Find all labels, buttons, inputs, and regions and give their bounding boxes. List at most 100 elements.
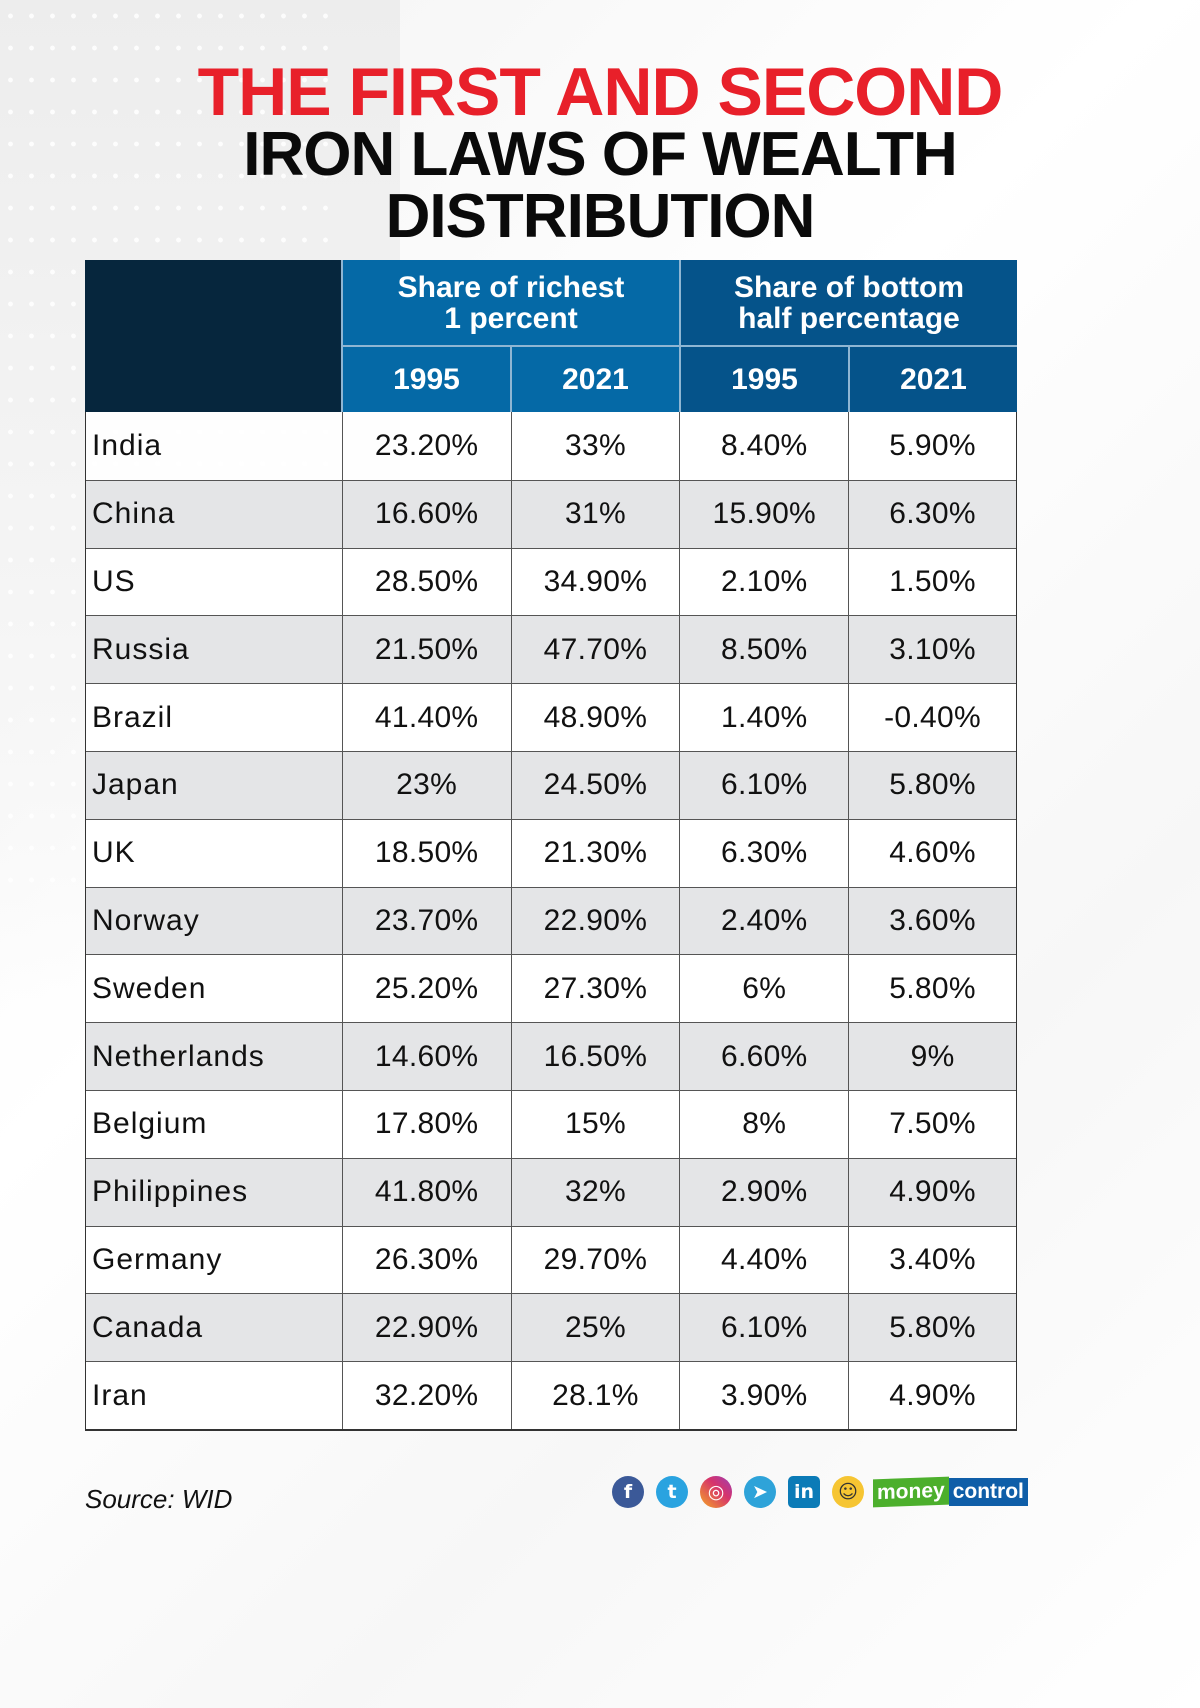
title-line-1: THE FIRST AND SECOND [197, 54, 1004, 130]
country-cell: UK [92, 836, 136, 870]
value-cell: 33% [510, 412, 680, 480]
table-row: US 28.50% 34.90% 2.10% 1.50% [86, 547, 1016, 616]
value-cell: 6.60% [679, 1023, 848, 1090]
value-cell: 8.40% [679, 412, 848, 480]
value-cell: 7.50% [848, 1090, 1016, 1158]
value-cell: 6% [679, 955, 848, 1023]
value-cell: -0.40% [848, 684, 1016, 751]
country-cell: Brazil [92, 700, 174, 734]
country-cell: Germany [92, 1242, 223, 1276]
country-cell: Belgium [92, 1107, 208, 1141]
value-cell: 2.10% [679, 548, 848, 616]
table-row: Philippines 41.80% 32% 2.90% 4.90% [86, 1157, 1016, 1226]
value-cell: 28.50% [341, 548, 511, 616]
value-cell: 22.90% [341, 1294, 511, 1362]
value-cell: 2.40% [679, 887, 848, 955]
header-group-line: half percentage [738, 301, 960, 335]
table-row: Japan 23% 24.50% 6.10% 5.80% [86, 750, 1016, 819]
value-cell: 15.90% [679, 480, 848, 548]
country-cell: Japan [92, 768, 179, 802]
moneycontrol-logo[interactable]: money control [873, 1476, 1028, 1508]
table-body: India 23.20% 33% 8.40% 5.90% China 16.60% 31% 15… [85, 412, 1017, 1431]
value-cell: 4.40% [679, 1226, 848, 1294]
value-cell: 14.60% [341, 1023, 511, 1090]
header-year-bottom-1995: 1995 [679, 345, 848, 412]
value-cell: 32% [510, 1158, 680, 1226]
value-cell: 6.10% [679, 1294, 848, 1362]
table-row: Belgium 17.80% 15% 8% 7.50% [86, 1089, 1016, 1158]
instagram-icon[interactable]: ◎ [700, 1476, 732, 1508]
table-row: Canada 22.90% 25% 6.10% 5.80% [86, 1293, 1016, 1362]
header-group-line: Share of bottom [734, 270, 964, 304]
value-cell: 25% [510, 1294, 680, 1362]
title-line-3: DISTRIBUTION [385, 182, 816, 251]
value-cell: 26.30% [341, 1226, 511, 1294]
country-cell: Russia [92, 632, 190, 666]
value-cell: 5.80% [848, 955, 1016, 1023]
koo-icon[interactable]: ☺ [832, 1476, 864, 1508]
value-cell: 1.50% [848, 548, 1016, 616]
value-cell: 8.50% [679, 616, 848, 684]
value-cell: 3.10% [848, 616, 1016, 684]
telegram-icon[interactable]: ➤ [744, 1476, 776, 1508]
twitter-icon[interactable]: t [656, 1476, 688, 1508]
table-row: Russia 21.50% 47.70% 8.50% 3.10% [86, 615, 1016, 684]
country-cell: Canada [92, 1310, 204, 1344]
value-cell: 3.90% [679, 1362, 848, 1429]
value-cell: 6.30% [679, 819, 848, 887]
value-cell: 3.40% [848, 1226, 1016, 1294]
title-line-2: IRON LAWS OF WEALTH [243, 120, 957, 189]
value-cell: 2.90% [679, 1158, 848, 1226]
value-cell: 31% [510, 480, 680, 548]
value-cell: 25.20% [341, 955, 511, 1023]
country-cell: Iran [92, 1378, 148, 1412]
value-cell: 41.80% [341, 1158, 511, 1226]
value-cell: 5.80% [848, 1294, 1016, 1362]
logo-part-control: control [948, 1478, 1028, 1506]
country-cell: US [92, 564, 136, 598]
source-note: Source: WID [85, 1484, 233, 1514]
value-cell: 4.90% [848, 1362, 1016, 1429]
value-cell: 3.60% [848, 887, 1016, 955]
country-cell: Sweden [92, 971, 207, 1005]
header-group-line: Share of richest [397, 270, 625, 304]
country-cell: India [92, 428, 163, 462]
table-row: Germany 26.30% 29.70% 4.40% 3.40% [86, 1225, 1016, 1294]
value-cell: 5.80% [848, 751, 1016, 819]
value-cell: 15% [510, 1090, 680, 1158]
table-row: Sweden 25.20% 27.30% 6% 5.80% [86, 954, 1016, 1023]
header-year-richest-2021: 2021 [510, 345, 679, 412]
country-cell: Netherlands [92, 1039, 265, 1073]
linkedin-icon[interactable]: in [788, 1476, 820, 1508]
country-cell: Philippines [92, 1175, 249, 1209]
value-cell: 23.70% [341, 887, 511, 955]
header-group-line: 1 percent [444, 301, 578, 335]
value-cell: 21.50% [341, 616, 511, 684]
value-cell: 5.90% [848, 412, 1016, 480]
value-cell: 23% [341, 751, 511, 819]
table-row: India 23.20% 33% 8.40% 5.90% [86, 412, 1016, 480]
header-group-richest-1-percent: Share of richest 1 percent [341, 260, 679, 345]
facebook-icon[interactable]: f [612, 1476, 644, 1508]
value-cell: 1.40% [679, 684, 848, 751]
value-cell: 47.70% [510, 616, 680, 684]
value-cell: 6.30% [848, 480, 1016, 548]
value-cell: 41.40% [341, 684, 511, 751]
header-group-bottom-half: Share of bottom half percentage [679, 260, 1017, 345]
value-cell: 27.30% [510, 955, 680, 1023]
logo-part-money: money [873, 1476, 949, 1508]
table-row: Netherlands 14.60% 16.50% 6.60% 9% [86, 1022, 1016, 1090]
table-header-corner [85, 260, 341, 412]
value-cell: 22.90% [510, 887, 680, 955]
value-cell: 29.70% [510, 1226, 680, 1294]
country-cell: Norway [92, 903, 200, 937]
value-cell: 9% [848, 1023, 1016, 1090]
value-cell: 32.20% [341, 1362, 511, 1429]
value-cell: 16.50% [510, 1023, 680, 1090]
value-cell: 48.90% [510, 684, 680, 751]
value-cell: 4.60% [848, 819, 1016, 887]
country-cell: China [92, 497, 176, 531]
header-year-bottom-2021: 2021 [848, 345, 1017, 412]
table-row: China 16.60% 31% 15.90% 6.30% [86, 479, 1016, 548]
value-cell: 6.10% [679, 751, 848, 819]
